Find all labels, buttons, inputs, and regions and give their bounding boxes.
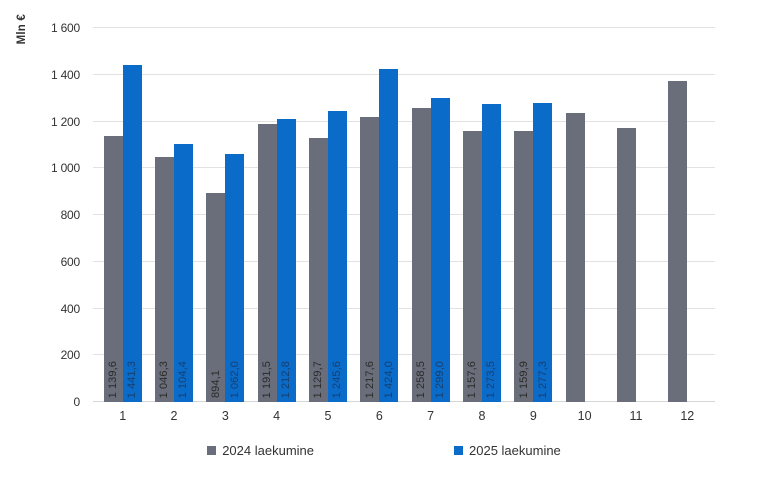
y-tick-label: 1 600 bbox=[50, 21, 80, 35]
bar-2024-month-11 bbox=[616, 128, 636, 402]
x-axis-label-6: 6 bbox=[375, 409, 383, 423]
legend: 2024 laekumine 2025 laekumine bbox=[0, 443, 768, 458]
bar-2024-month-7: 1 258,5 bbox=[411, 107, 431, 402]
bar-group-4: 1 191,5 1 212,8 bbox=[251, 28, 302, 402]
x-axis-label-9: 9 bbox=[529, 409, 537, 423]
y-tick-label: 1 400 bbox=[50, 67, 80, 82]
x-axis-label-2: 2 bbox=[170, 409, 178, 423]
bar-group-11 bbox=[610, 28, 661, 402]
y-tick-label: 800 bbox=[60, 208, 81, 222]
x-axis-label-3: 3 bbox=[221, 409, 229, 423]
y-tick-label: 400 bbox=[60, 301, 81, 316]
legend-swatch-2024 bbox=[207, 446, 217, 455]
plot-area: 1 139,6 1 441,3 1 046,3 1 104,4 894,1 1 062,0… bbox=[93, 27, 715, 402]
bar-value-label: 1 441,3 bbox=[126, 360, 139, 398]
bar-value-label: 1 129,7 bbox=[312, 360, 325, 398]
bar-2024-month-3: 894,1 bbox=[206, 193, 226, 402]
legend-label-2025: 2025 laekumine bbox=[469, 443, 561, 458]
bar-2025-month-3: 1 062,0 bbox=[225, 153, 245, 402]
bar-group-3: 894,1 1 062,0 bbox=[200, 28, 251, 402]
bar-group-12 bbox=[662, 28, 713, 402]
bar-2025-month-1: 1 441,3 bbox=[122, 65, 142, 402]
gridline bbox=[93, 73, 715, 75]
bar-group-5: 1 129,7 1 245,6 bbox=[302, 28, 353, 402]
bar-2025-month-8: 1 273,5 bbox=[481, 104, 501, 402]
gridline bbox=[93, 260, 715, 262]
bar-group-9: 1 159,9 1 277,3 bbox=[508, 28, 559, 402]
y-tick-label: 600 bbox=[60, 254, 81, 269]
gridline bbox=[93, 27, 715, 28]
bar-2024-month-9: 1 159,9 bbox=[514, 130, 534, 402]
legend-swatch-2025 bbox=[454, 446, 463, 455]
y-tick-label: 0 bbox=[73, 395, 81, 409]
bar-value-label: 1 139,6 bbox=[107, 360, 120, 398]
y-tick-label: 1 200 bbox=[50, 114, 80, 129]
legend-item-2024-laekumine: 2024 laekumine bbox=[207, 443, 314, 458]
bar-group-2: 1 046,3 1 104,4 bbox=[148, 28, 199, 402]
bar-value-label: 1 424,0 bbox=[382, 360, 395, 398]
bar-2024-month-2: 1 046,3 bbox=[154, 157, 174, 402]
gridlines bbox=[93, 27, 715, 402]
gridline bbox=[93, 307, 715, 309]
bar-groups: 1 139,6 1 441,3 1 046,3 1 104,4 894,1 1 062,0… bbox=[97, 28, 713, 402]
bar-group-10 bbox=[559, 28, 610, 402]
gridline bbox=[93, 214, 715, 215]
y-axis: 0 200 400 600 800 1 000 1 200 1 400 1 600 bbox=[0, 21, 90, 409]
bar-value-label: 1 104,4 bbox=[177, 360, 190, 398]
bar-2024-month-10 bbox=[565, 112, 585, 402]
bar-2024-month-6: 1 217,6 bbox=[360, 117, 380, 402]
bar-group-8: 1 157,6 1 273,5 bbox=[456, 28, 507, 402]
bar-2024-month-4: 1 191,5 bbox=[257, 123, 277, 402]
x-axis-label-5: 5 bbox=[324, 409, 332, 423]
bar-value-label: 1 258,5 bbox=[415, 360, 428, 398]
bar-2024-month-8: 1 157,6 bbox=[462, 131, 482, 402]
gridline bbox=[93, 401, 715, 402]
bar-value-label: 1 191,5 bbox=[261, 360, 274, 398]
bar-value-label: 1 157,6 bbox=[466, 360, 479, 398]
x-axis-label-10: 10 bbox=[577, 409, 592, 423]
gridline bbox=[93, 167, 715, 169]
bar-value-label: 1 217,6 bbox=[363, 360, 376, 398]
bar-group-6: 1 217,6 1 424,0 bbox=[354, 28, 405, 402]
bar-2024-month-12 bbox=[668, 80, 688, 402]
x-axis-label-12: 12 bbox=[680, 409, 695, 423]
bar-2024-month-5: 1 129,7 bbox=[308, 137, 328, 402]
bar-2025-month-5: 1 245,6 bbox=[327, 110, 347, 402]
legend-item-2025-laekumine: 2025 laekumine bbox=[454, 443, 561, 458]
x-axis-label-7: 7 bbox=[427, 409, 435, 423]
x-axis: 1 2 3 4 5 6 7 8 9 10 11 12 bbox=[97, 409, 713, 423]
bar-2025-month-9: 1 277,3 bbox=[533, 103, 553, 402]
bar-value-label: 1 299,0 bbox=[434, 360, 447, 398]
bar-2025-month-2: 1 104,4 bbox=[173, 143, 193, 402]
bar-group-1: 1 139,6 1 441,3 bbox=[97, 28, 148, 402]
bar-value-label: 1 273,5 bbox=[485, 360, 498, 398]
bar-value-label: 1 062,0 bbox=[228, 360, 241, 398]
y-tick-label: 1 000 bbox=[50, 161, 80, 176]
bar-value-label: 1 159,9 bbox=[517, 360, 530, 398]
x-axis-label-8: 8 bbox=[478, 409, 486, 423]
x-axis-label-11: 11 bbox=[629, 409, 643, 423]
bar-2024-month-1: 1 139,6 bbox=[103, 135, 123, 402]
y-tick-label: 200 bbox=[60, 348, 81, 363]
bar-value-label: 1 277,3 bbox=[536, 360, 549, 398]
x-axis-label-4: 4 bbox=[273, 409, 281, 423]
bar-2025-month-7: 1 299,0 bbox=[430, 98, 450, 402]
bar-value-label: 1 046,3 bbox=[158, 360, 171, 398]
bar-value-label: 1 212,8 bbox=[280, 360, 293, 398]
x-axis-label-1: 1 bbox=[119, 409, 127, 423]
gridline bbox=[93, 120, 715, 122]
bar-value-label: 1 245,6 bbox=[331, 360, 344, 398]
legend-label-2024: 2024 laekumine bbox=[222, 443, 314, 458]
gridline bbox=[93, 354, 715, 356]
bar-value-label: 894,1 bbox=[209, 369, 222, 398]
bar-2025-month-4: 1 212,8 bbox=[276, 118, 296, 402]
bar-2025-month-6: 1 424,0 bbox=[379, 69, 399, 402]
bar-group-7: 1 258,5 1 299,0 bbox=[405, 28, 456, 402]
